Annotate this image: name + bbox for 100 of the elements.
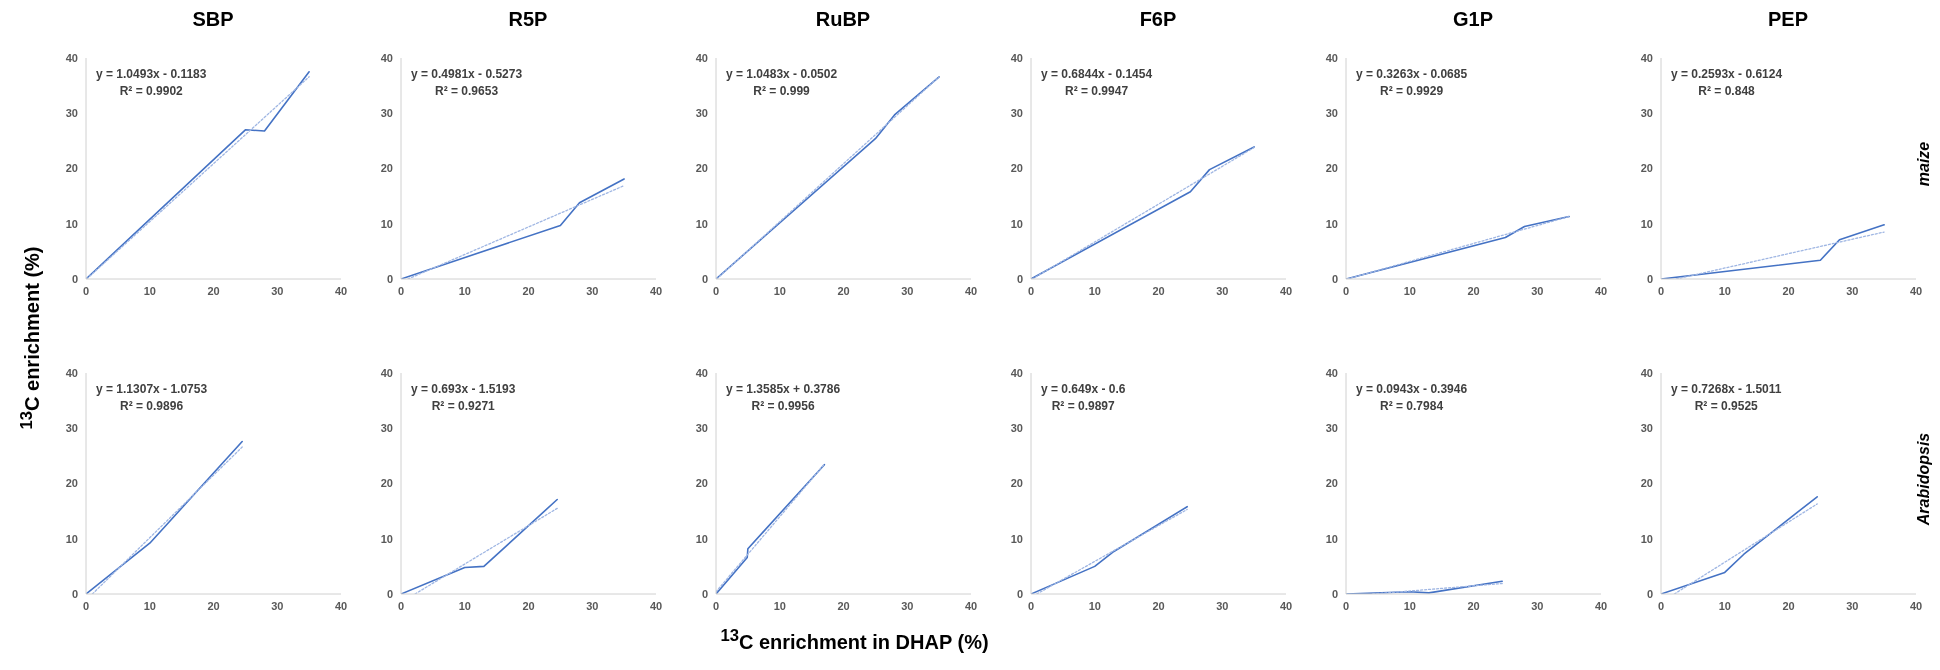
y-tick-label: 30: [1010, 422, 1023, 435]
y-tick-label: 30: [1325, 107, 1338, 120]
line-series: [401, 498, 558, 594]
x-tick-label: 40: [1909, 284, 1923, 297]
line-series: [1661, 495, 1818, 594]
y-tick-label: 20: [695, 162, 708, 175]
y-tick-label: 30: [1010, 107, 1023, 120]
chart-title: F6P: [1139, 8, 1177, 30]
y-tick-label: 10: [65, 532, 78, 545]
line-series: [1346, 215, 1570, 279]
y-tick-label: 30: [695, 422, 708, 435]
y-tick-label: 40: [65, 366, 78, 379]
x-tick-label: 40: [1279, 599, 1293, 612]
y-tick-label: 40: [1640, 366, 1653, 379]
x-tick-label: 10: [1718, 284, 1731, 297]
x-tick-label: 40: [964, 599, 978, 612]
x-tick-label: 40: [1594, 599, 1608, 612]
y-tick-label: 0: [701, 272, 708, 285]
chart-title: SBP: [192, 8, 234, 30]
x-tick-label: 10: [773, 284, 786, 297]
annotation: R² = 0.9947: [1065, 84, 1129, 98]
x-tick-label: 10: [458, 284, 471, 297]
y-tick-label: 20: [65, 162, 78, 175]
annotation: y = 0.4981x - 0.5273: [411, 67, 523, 81]
y-tick-label: 10: [695, 532, 708, 545]
annotation: R² = 0.999: [753, 84, 810, 98]
annotation: y = 0.649x - 0.6: [1041, 382, 1126, 396]
annotation: R² = 0.9902: [119, 84, 183, 98]
y-tick-label: 0: [1016, 272, 1023, 285]
annotation: R² = 0.9929: [1380, 84, 1444, 98]
x-tick-label: 0: [397, 284, 405, 297]
x-tick-label: 10: [1403, 599, 1416, 612]
annotation: y = 0.6844x - 0.1454: [1041, 67, 1153, 81]
chart-title: R5P: [508, 8, 548, 30]
x-tick-label: 20: [522, 599, 535, 612]
x-tick-label: 20: [207, 599, 220, 612]
x-tick-label: 40: [649, 599, 663, 612]
y-tick-label: 30: [65, 422, 78, 435]
y-tick-label: 30: [695, 107, 708, 120]
y-tick-label: 10: [1325, 217, 1338, 230]
y-tick-label: 10: [1010, 532, 1023, 545]
x-tick-label: 40: [1909, 599, 1923, 612]
x-tick-label: 20: [1152, 599, 1165, 612]
y-tick-label: 10: [1640, 532, 1653, 545]
y-tick-label: 30: [380, 107, 393, 120]
x-tick-label: 30: [1846, 284, 1859, 297]
y-tick-label: 30: [65, 107, 78, 120]
y-tick-label: 20: [1010, 162, 1023, 175]
x-tick-label: 30: [271, 599, 284, 612]
x-tick-label: 30: [1216, 284, 1229, 297]
y-tick-label: 0: [386, 272, 393, 285]
x-tick-label: 10: [1403, 284, 1416, 297]
x-tick-label: 10: [1088, 284, 1101, 297]
y-tick-label: 30: [1640, 422, 1653, 435]
annotation: R² = 0.9525: [1694, 399, 1758, 413]
x-tick-label: 0: [712, 284, 720, 297]
annotation: y = 1.3585x + 0.3786: [726, 382, 841, 396]
x-tick-label: 30: [1216, 599, 1229, 612]
x-tick-label: 30: [271, 284, 284, 297]
x-tick-label: 30: [1846, 599, 1859, 612]
y-tick-label: 40: [1325, 366, 1338, 379]
x-tick-label: 40: [649, 284, 663, 297]
x-tick-label: 10: [1088, 599, 1101, 612]
x-tick-label: 20: [1782, 599, 1795, 612]
y2-axis-title: Arabidopsis: [1915, 432, 1932, 525]
annotation: y = 0.7268x - 1.5011: [1671, 382, 1782, 396]
x-tick-label: 10: [773, 599, 786, 612]
y-tick-label: 10: [1640, 217, 1653, 230]
annotation: R² = 0.848: [1698, 84, 1755, 98]
annotation: y = 1.0493x - 0.1183: [96, 67, 207, 81]
x-tick-label: 30: [1531, 599, 1544, 612]
y-tick-label: 20: [695, 477, 708, 490]
x-tick-label: 20: [1467, 599, 1480, 612]
x-tick-label: 30: [1531, 284, 1544, 297]
y-tick-label: 20: [1640, 477, 1653, 490]
x-tick-label: 10: [143, 599, 156, 612]
x-tick-label: 10: [1718, 599, 1731, 612]
x-tick-label: 0: [1342, 284, 1350, 297]
x-tick-label: 10: [143, 284, 156, 297]
x-tick-label: 0: [1027, 284, 1035, 297]
y-tick-label: 0: [701, 587, 708, 600]
x-tick-label: 40: [1594, 284, 1608, 297]
annotation: y = 1.0483x - 0.0502: [726, 67, 838, 81]
x-tick-label: 0: [1657, 284, 1665, 297]
y-tick-label: 40: [1010, 366, 1023, 379]
x-tick-label: 40: [1279, 284, 1293, 297]
annotation: R² = 0.9897: [1051, 399, 1115, 413]
y-tick-label: 20: [1010, 477, 1023, 490]
x-tick-label: 20: [1467, 284, 1480, 297]
x-axis-title: $^{13}$C enrichment in DHAP (%): [720, 626, 989, 653]
x-tick-label: 20: [837, 599, 850, 612]
y-tick-label: 30: [1325, 422, 1338, 435]
annotation: y = 0.3263x - 0.0685: [1356, 67, 1468, 81]
y-tick-label: 40: [380, 51, 393, 64]
annotation: R² = 0.9653: [435, 84, 499, 98]
annotation: y = 1.1307x - 1.0753: [96, 382, 208, 396]
x-tick-label: 0: [82, 599, 90, 612]
x-tick-label: 20: [207, 284, 220, 297]
x-tick-label: 30: [901, 599, 914, 612]
x-tick-label: 40: [334, 284, 348, 297]
